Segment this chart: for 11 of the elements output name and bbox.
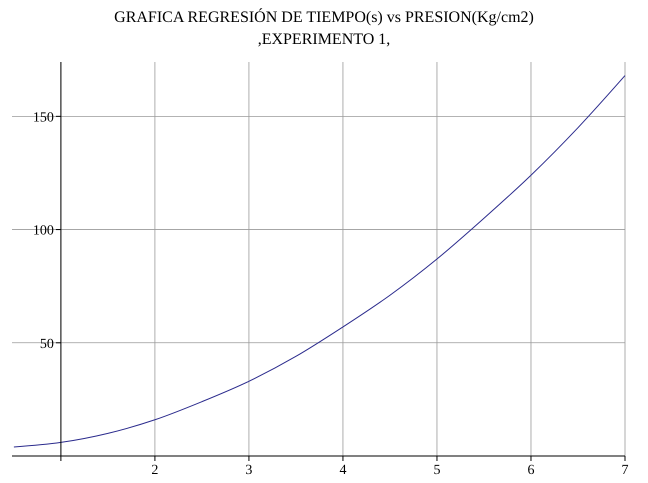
y-tick-label: 100 xyxy=(32,224,54,239)
x-tick-label: 2 xyxy=(151,463,158,478)
y-tick-label: 150 xyxy=(32,110,54,126)
y-tick-label: 50 xyxy=(40,336,54,352)
x-tick-label: 4 xyxy=(339,463,346,478)
line-series xyxy=(13,75,626,448)
x-tick-label: 7 xyxy=(622,463,628,478)
x-tick-label: 5 xyxy=(433,463,440,478)
chart-title: GRAFICA REGRESIÓN DE TIEMPO(s) vs PRESION(Kg/cm2) ,EXPERIMENTO 1, xyxy=(114,8,534,48)
x-tick-label: 3 xyxy=(245,463,252,478)
x-tick-label: 6 xyxy=(527,463,534,478)
